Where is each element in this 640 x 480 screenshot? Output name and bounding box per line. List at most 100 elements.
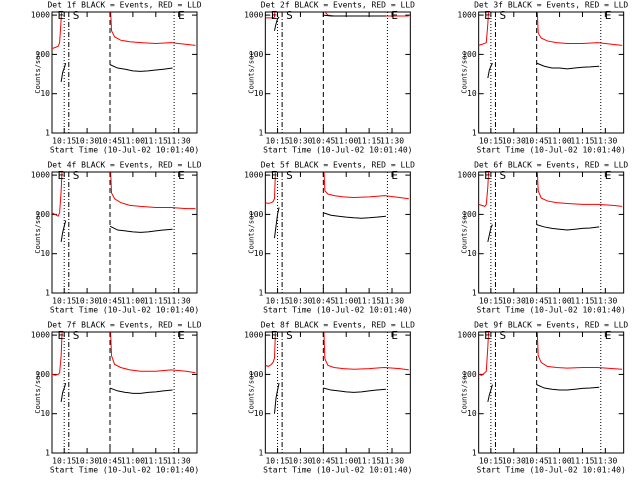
- annotation: E: [271, 9, 278, 22]
- y-tick-label: 1000: [457, 11, 476, 20]
- plot-frame: [51, 331, 198, 454]
- panel: Det 2f BLACK = Events, RED = LLD Start Ti…: [244, 1, 415, 155]
- annotation: S: [499, 329, 506, 342]
- plot-frame: [51, 11, 198, 134]
- x-tick-label: 10:45: [311, 457, 335, 466]
- plot-area: [265, 172, 409, 239]
- y-tick-label: 1000: [457, 331, 476, 340]
- y-tick-label: 10: [254, 249, 264, 258]
- x-tick-label: 11:15: [144, 137, 168, 146]
- plot-area: [478, 332, 623, 402]
- series-line: [273, 207, 386, 239]
- annotation: E: [178, 329, 185, 342]
- plot-frame: [51, 171, 198, 294]
- panel-title: Det 1f BLACK = Events, RED = LLD: [47, 1, 201, 10]
- plot-frame: [478, 171, 625, 294]
- x-axis-label: Start Time (10-Jul-02 10:01:40): [477, 146, 626, 155]
- x-tick-label: 10:30: [288, 137, 312, 146]
- y-tick-label: 1: [45, 289, 50, 298]
- y-tick-label: 1: [472, 449, 477, 458]
- x-tick-label: 11:30: [380, 457, 404, 466]
- series-line: [60, 62, 173, 82]
- y-axis-label: Counts/sec: [461, 371, 469, 413]
- y-tick-label: 1000: [457, 171, 476, 180]
- annotation: E: [178, 169, 185, 182]
- x-axis-label: Start Time (10-Jul-02 10:01:40): [50, 466, 199, 475]
- y-tick-label: 1000: [244, 331, 263, 340]
- y-tick-label: 100: [36, 50, 51, 59]
- x-tick-label: 11:00: [121, 457, 145, 466]
- x-tick-label: 11:00: [548, 297, 572, 306]
- annotation: S: [73, 169, 80, 182]
- x-tick-label: 11:30: [380, 137, 404, 146]
- y-axis-label: Counts/sec: [247, 211, 255, 253]
- annotation: S: [73, 9, 80, 22]
- x-tick-label: 11:15: [570, 457, 594, 466]
- y-tick-label: 100: [462, 210, 477, 219]
- y-tick-label: 1000: [31, 11, 50, 20]
- panel: Det 5f BLACK = Events, RED = LLD Start Ti…: [244, 161, 415, 315]
- x-axis-label: Start Time (10-Jul-02 10:01:40): [477, 306, 626, 315]
- y-axis-label: Counts/sec: [34, 51, 42, 93]
- panel-title: Det 5f BLACK = Events, RED = LLD: [261, 161, 415, 170]
- annotation: S: [499, 9, 506, 22]
- panel: Det 7f BLACK = Events, RED = LLD Start Ti…: [31, 321, 202, 475]
- x-tick-label: 10:30: [288, 297, 312, 306]
- series-line: [487, 384, 600, 402]
- series-line: [478, 12, 623, 46]
- y-tick-label: 1000: [31, 331, 50, 340]
- panel: Det 1f BLACK = Events, RED = LLD Start Ti…: [31, 1, 202, 155]
- x-tick-label: 10:45: [98, 297, 122, 306]
- series-line: [265, 172, 409, 204]
- y-tick-label: 100: [249, 50, 264, 59]
- panel: Det 8f BLACK = Events, RED = LLD Start Ti…: [244, 321, 415, 475]
- y-tick-label: 10: [254, 409, 264, 418]
- x-tick-label: 11:00: [548, 457, 572, 466]
- annotation: S: [499, 169, 506, 182]
- x-tick-label: 10:30: [75, 137, 99, 146]
- x-tick-label: 11:15: [357, 137, 381, 146]
- y-tick-label: 100: [462, 50, 477, 59]
- x-tick-label: 11:15: [357, 297, 381, 306]
- x-tick-label: 10:45: [98, 457, 122, 466]
- x-tick-label: 10:15: [479, 137, 503, 146]
- panel-title: Det 8f BLACK = Events, RED = LLD: [261, 321, 415, 330]
- x-tick-label: 11:00: [121, 137, 145, 146]
- x-tick-label: 10:45: [98, 137, 122, 146]
- annotation: E: [271, 329, 278, 342]
- x-axis-label: Start Time (10-Jul-02 10:01:40): [477, 466, 626, 475]
- y-tick-label: 1: [259, 129, 264, 138]
- y-tick-label: 1000: [244, 11, 263, 20]
- series-line: [52, 332, 196, 376]
- x-tick-label: 10:45: [525, 457, 549, 466]
- series-line: [52, 12, 196, 50]
- annotation: E: [391, 9, 398, 22]
- y-tick-label: 10: [467, 249, 477, 258]
- y-tick-label: 1: [45, 129, 50, 138]
- x-tick-label: 10:15: [265, 137, 289, 146]
- x-tick-label: 10:15: [52, 457, 76, 466]
- x-tick-label: 10:45: [311, 137, 335, 146]
- y-axis-label: Counts/sec: [34, 211, 42, 253]
- y-tick-label: 10: [40, 409, 50, 418]
- panel-title: Det 4f BLACK = Events, RED = LLD: [47, 161, 201, 170]
- x-tick-label: 11:00: [334, 137, 358, 146]
- annotation: E: [58, 9, 65, 22]
- x-tick-label: 11:00: [334, 297, 358, 306]
- annotation: E: [605, 169, 612, 182]
- y-tick-label: 10: [40, 89, 50, 98]
- x-tick-label: 11:00: [548, 137, 572, 146]
- plot-area: [478, 172, 623, 242]
- x-tick-label: 11:15: [144, 297, 168, 306]
- x-tick-label: 10:15: [52, 297, 76, 306]
- y-tick-label: 100: [249, 210, 264, 219]
- panel-title: Det 6f BLACK = Events, RED = LLD: [474, 161, 628, 170]
- y-tick-label: 100: [249, 370, 264, 379]
- x-axis-label: Start Time (10-Jul-02 10:01:40): [50, 146, 199, 155]
- x-tick-label: 10:15: [479, 457, 503, 466]
- series-line: [478, 172, 623, 207]
- y-tick-label: 1000: [244, 171, 263, 180]
- annotation: E: [484, 169, 491, 182]
